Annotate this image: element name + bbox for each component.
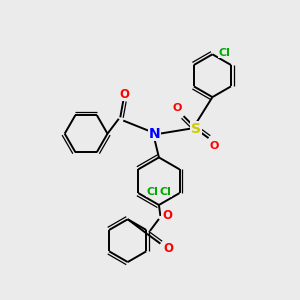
Text: O: O	[210, 141, 219, 152]
Text: O: O	[162, 209, 172, 223]
Text: Cl: Cl	[219, 48, 231, 58]
Text: O: O	[173, 103, 182, 113]
Text: N: N	[148, 127, 160, 141]
Text: Cl: Cl	[147, 187, 158, 196]
Text: O: O	[120, 88, 130, 100]
Text: Cl: Cl	[159, 187, 171, 196]
Text: O: O	[164, 242, 173, 255]
Text: S: S	[191, 122, 201, 136]
